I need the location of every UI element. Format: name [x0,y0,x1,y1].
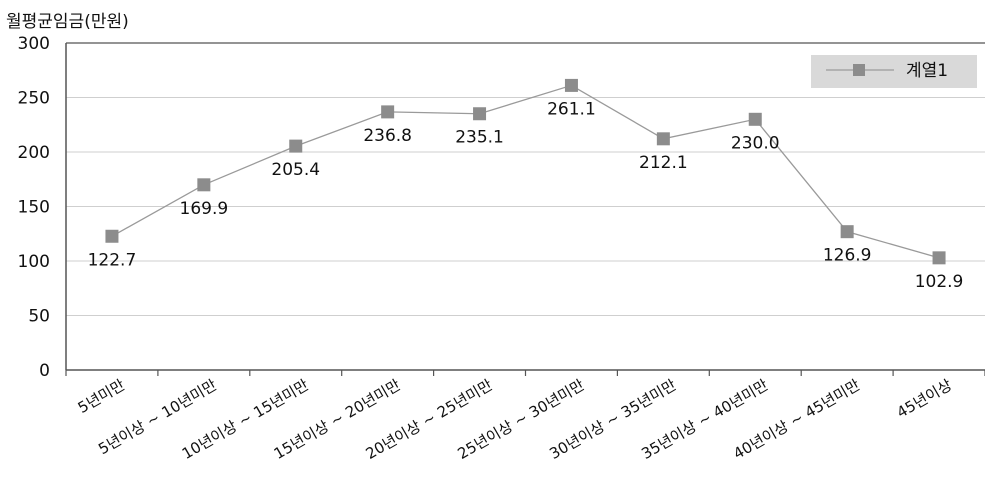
legend-background [811,55,977,88]
data-point-marker [289,139,303,153]
data-point-marker [932,251,946,265]
data-label: 235.1 [455,128,504,148]
axes [65,42,985,376]
data-point-marker [473,107,487,121]
y-tick-label: 100 [18,252,50,272]
data-label: 205.4 [271,160,320,180]
data-label: 230.0 [731,133,780,153]
legend-label: 계열1 [906,61,948,81]
data-point-marker [197,178,211,192]
x-tick-label: 45년이상 [894,376,956,422]
y-tick-label: 0 [39,361,50,381]
legend-marker [853,64,865,76]
data-label: 261.1 [547,99,596,119]
data-point-marker [656,132,670,146]
y-tick-label: 50 [28,307,50,327]
legend: 계열1 [811,55,977,88]
data-point-marker [840,225,854,239]
y-tick-label: 200 [18,143,50,163]
y-tick-label: 150 [18,198,50,218]
data-label: 126.9 [823,246,872,266]
data-label: 169.9 [180,199,229,219]
series-line [111,84,940,259]
data-point-marker [105,229,119,243]
data-point-marker [748,112,762,126]
y-tick-label: 300 [18,34,50,54]
data-label: 122.7 [88,250,137,270]
y-tick-labels: 0 50 100 150 200 250 300 [18,34,50,381]
y-tick-label: 250 [18,89,50,109]
data-point-marker [381,105,395,119]
y-axis-title: 월평균임금(만원) [6,12,129,32]
data-label: 102.9 [915,272,964,292]
data-label: 212.1 [639,153,688,173]
data-label: 236.8 [363,126,412,146]
data-point-marker [564,78,578,92]
series-layer: 122.7 169.9 205.4 236.8 235.1 261.1 212.1 230.0… [88,78,964,292]
x-tick-label: 5년미만 [75,376,128,417]
